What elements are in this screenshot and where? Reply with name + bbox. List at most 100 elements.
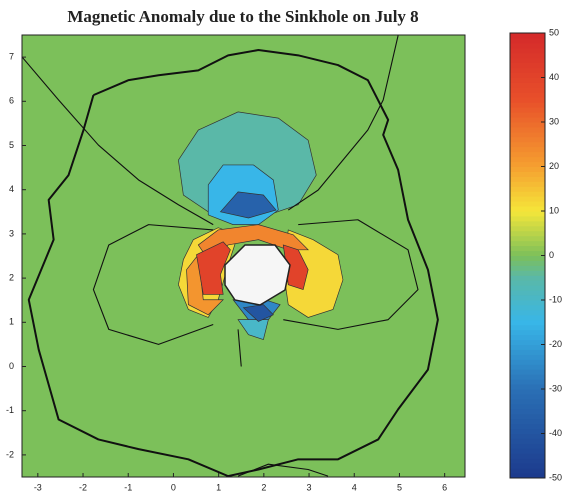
x-tick-label: 2 xyxy=(261,482,266,492)
colorbar-step xyxy=(510,151,545,158)
colorbar-step xyxy=(510,255,545,261)
x-tick-label: 5 xyxy=(397,482,402,492)
colorbar-step xyxy=(510,235,545,242)
colorbar-step xyxy=(510,211,545,217)
colorbar-step xyxy=(510,304,545,311)
colorbar-step xyxy=(510,344,545,350)
colorbar-step xyxy=(510,260,545,266)
colorbar-step xyxy=(510,225,545,232)
colorbar-step xyxy=(510,87,545,93)
y-tick-label: 4 xyxy=(9,184,14,194)
colorbar-step xyxy=(510,201,545,207)
x-tick-label: -3 xyxy=(34,482,42,492)
colorbar-step xyxy=(510,52,545,59)
colorbar-step xyxy=(510,112,545,118)
colorbar-step xyxy=(510,374,545,380)
colorbar-step xyxy=(510,285,545,291)
plot-frame xyxy=(21,34,466,478)
colorbar-step xyxy=(510,126,545,133)
contour-line xyxy=(237,329,242,367)
x-tick-label: 4 xyxy=(352,482,357,492)
colorbar-step xyxy=(510,42,545,49)
colorbar-step xyxy=(510,77,545,83)
colorbar-step xyxy=(510,329,545,336)
x-tick-label: -1 xyxy=(124,482,132,492)
colorbar-step xyxy=(510,359,545,365)
colorbar-step xyxy=(510,206,545,212)
colorbar-step xyxy=(510,92,545,98)
x-tick-label: -2 xyxy=(79,482,87,492)
y-tick-label: 7 xyxy=(9,51,14,61)
colorbar-step xyxy=(510,215,545,222)
x-tick-label: 0 xyxy=(171,482,176,492)
colorbar-step xyxy=(510,97,545,103)
colorbar-step xyxy=(510,379,545,385)
colorbar-tick-label: 20 xyxy=(549,161,559,171)
colorbar-step xyxy=(510,433,545,439)
colorbar-step xyxy=(510,122,545,128)
colorbar-step xyxy=(510,354,545,360)
colorbar-step xyxy=(510,186,545,192)
contour-line xyxy=(22,56,214,226)
contour-region xyxy=(219,191,277,219)
contour-region xyxy=(242,304,274,322)
colorbar-tick-label: 10 xyxy=(549,205,559,215)
colorbar-step xyxy=(510,270,545,276)
colorbar-step xyxy=(510,413,545,420)
colorbar-step xyxy=(510,107,545,113)
colorbar-step xyxy=(510,57,545,64)
colorbar-step xyxy=(510,398,545,405)
colorbar-step xyxy=(510,191,545,197)
colorbar-step xyxy=(510,161,545,167)
y-tick-label: -2 xyxy=(6,449,14,459)
colorbar-step xyxy=(510,290,545,296)
colorbar-tick-label: -30 xyxy=(549,383,562,393)
colorbar-step xyxy=(510,408,545,415)
colorbar-step xyxy=(510,117,545,123)
colorbar-step xyxy=(510,33,545,39)
colorbar-step xyxy=(510,131,545,138)
y-tick-label: -1 xyxy=(6,405,14,415)
colorbar-step xyxy=(510,438,545,444)
colorbar-step xyxy=(510,62,545,69)
colorbar-tick-label: -20 xyxy=(549,339,562,349)
contour-line xyxy=(237,463,329,477)
colorbar-step xyxy=(510,349,545,355)
colorbar-step xyxy=(510,275,545,281)
contour-line xyxy=(92,224,214,345)
colorbar-step xyxy=(510,473,545,479)
colorbar-step xyxy=(510,369,545,375)
colorbar-step xyxy=(510,141,545,148)
y-tick-label: 1 xyxy=(9,317,14,327)
colorbar-step xyxy=(510,176,545,182)
colorbar-tick-label: -10 xyxy=(549,294,562,304)
colorbar-tick-label: 30 xyxy=(549,116,559,126)
colorbar-tick-label: -50 xyxy=(549,472,562,482)
y-tick-label: 3 xyxy=(9,228,14,238)
colorbar-step xyxy=(510,250,545,256)
colorbar-step xyxy=(510,339,545,345)
colorbar-step xyxy=(510,309,545,316)
colorbar-step xyxy=(510,319,545,326)
colorbar-step xyxy=(510,428,545,434)
colorbar-step xyxy=(510,295,545,301)
colorbar-step xyxy=(510,171,545,177)
colorbar-step xyxy=(510,314,545,321)
colorbar-step xyxy=(510,448,545,454)
colorbar-tick-label: 0 xyxy=(549,250,554,260)
y-tick-label: 6 xyxy=(9,96,14,106)
x-tick-label: 6 xyxy=(442,482,447,492)
contour-region xyxy=(196,241,231,295)
colorbar-step xyxy=(510,389,545,395)
y-tick-label: 5 xyxy=(9,140,14,150)
colorbar-step xyxy=(510,245,545,252)
y-tick-label: 0 xyxy=(9,361,14,371)
colorbar-step xyxy=(510,265,545,271)
colorbar-step xyxy=(510,230,545,237)
colorbar-step xyxy=(510,384,545,390)
colorbar-step xyxy=(510,443,545,449)
contour-line xyxy=(27,49,439,477)
contour-line xyxy=(283,219,419,330)
blank-region xyxy=(224,244,291,306)
